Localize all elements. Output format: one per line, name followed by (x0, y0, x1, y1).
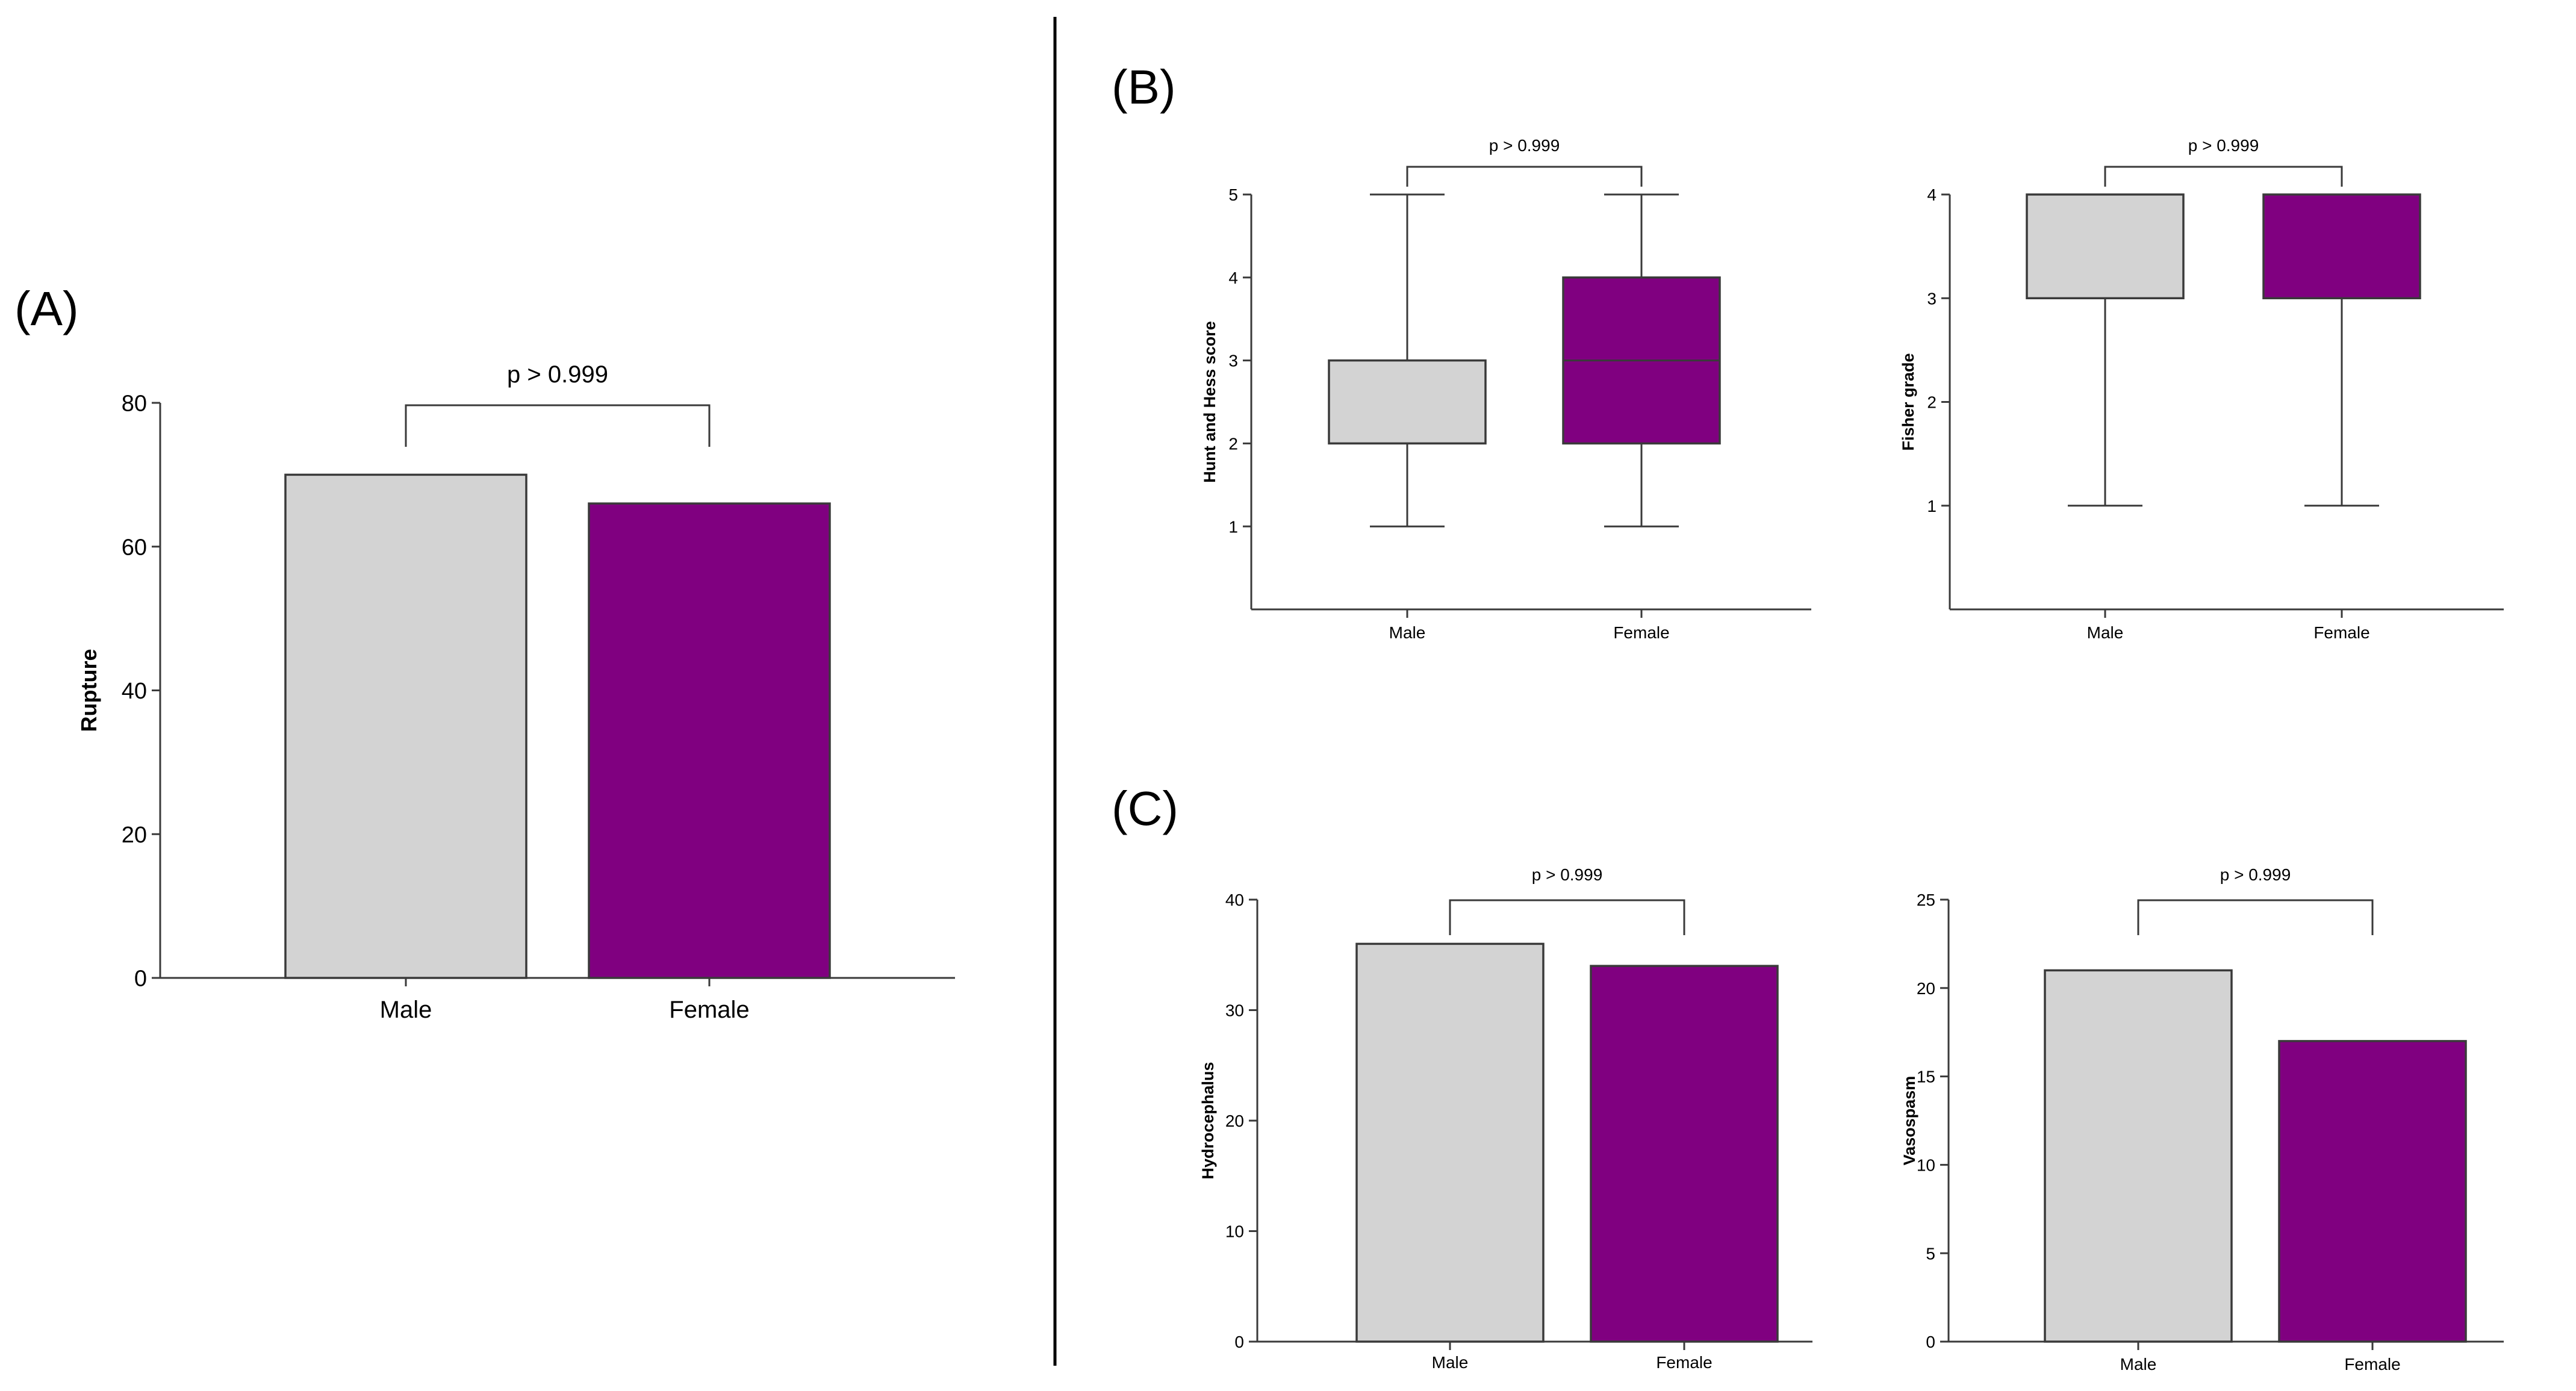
box-male (2026, 193, 2185, 299)
p-value-annotation: p > 0.999 (2220, 865, 2291, 884)
y-tick-label: 1 (1927, 497, 1937, 515)
y-tick-label: 2 (1927, 393, 1937, 412)
bar-male (284, 473, 527, 979)
y-tick-label: 15 (1917, 1068, 1935, 1086)
x-tick-label-female: Female (1656, 1353, 1712, 1372)
significance-bracket (2137, 899, 2374, 935)
y-tick-label: 4 (1228, 269, 1238, 287)
y-tick-label: 3 (1927, 289, 1937, 308)
significance-bracket (405, 404, 711, 447)
y-tick-label: 25 (1917, 891, 1935, 909)
y-axis-label: Hydrocephalus (1199, 1062, 1217, 1179)
y-tick-label: 5 (1228, 185, 1238, 204)
y-tick-label: 10 (1917, 1156, 1935, 1174)
bar-female (588, 502, 831, 979)
bar-male (2044, 969, 2233, 1343)
chart-hydrocephalus: 0 10 20 30 40 Male Female Hydrocephalus p > 0.99… (1199, 865, 1812, 1372)
y-tick-label: 20 (122, 823, 147, 848)
box-female (2262, 193, 2421, 299)
x-tick-label-male: Male (1389, 623, 1426, 642)
y-tick-label: 40 (122, 679, 147, 704)
x-tick-label-male: Male (2087, 623, 2124, 642)
y-tick-label: 20 (1225, 1112, 1244, 1130)
y-tick-label: 1 (1228, 517, 1238, 536)
y-tick-label: 30 (1225, 1001, 1244, 1020)
y-axis-label: Vasospasm (1900, 1076, 1918, 1166)
y-tick-label: 2 (1228, 434, 1238, 453)
chart-fisher-grade: 1 2 3 4 Male Female Fisher grade p > 0.999 (1899, 136, 2504, 642)
chart-vasospasm: 0 5 10 15 20 25 Male Female Vasospasm p > 0.999 (1900, 865, 2504, 1374)
x-tick-label-female: Female (1613, 623, 1669, 642)
bar-female (1590, 965, 1779, 1343)
significance-bracket (1449, 899, 1685, 935)
y-tick-label: 4 (1927, 185, 1937, 204)
y-tick-label: 40 (1225, 891, 1244, 909)
x-tick-label-female: Female (2344, 1355, 2400, 1374)
x-tick-label-male: Male (1432, 1353, 1469, 1372)
y-tick-label: 0 (1926, 1333, 1935, 1351)
y-tick-label: 10 (1225, 1222, 1244, 1241)
panel-label-b: (B) (1112, 60, 1176, 114)
chart-hunt-hess: 1 2 3 4 5 Male Female Hunt and Hess score p > 0.… (1201, 136, 1811, 642)
significance-bracket (1406, 166, 1643, 187)
x-tick-label-female: Female (2313, 623, 2369, 642)
y-tick-label: 20 (1917, 979, 1935, 998)
panel-label-a: (A) (14, 282, 79, 335)
x-tick-label-male: Male (2120, 1355, 2157, 1374)
y-tick-label: 3 (1228, 352, 1238, 370)
y-axis-label: Fisher grade (1899, 353, 1917, 450)
x-tick-label-female: Female (669, 997, 749, 1023)
p-value-annotation: p > 0.999 (1489, 136, 1560, 155)
y-axis-label: Hunt and Hess score (1201, 321, 1219, 483)
significance-bracket (2104, 166, 2343, 187)
chart-rupture: 0 20 40 60 80 Male Female Rupture p > 0.999 (76, 361, 955, 1023)
bar-female (2278, 1040, 2467, 1343)
y-tick-label: 60 (122, 535, 147, 560)
p-value-annotation: p > 0.999 (507, 361, 608, 388)
y-tick-label: 5 (1926, 1244, 1935, 1263)
p-value-annotation: p > 0.999 (1532, 865, 1603, 884)
box-male (1328, 359, 1487, 445)
panel-label-c: (C) (1112, 782, 1178, 835)
y-axis-label: Rupture (76, 649, 101, 732)
x-tick-label-male: Male (380, 997, 432, 1023)
y-tick-label: 0 (1234, 1333, 1244, 1351)
y-tick-label: 80 (122, 391, 147, 417)
bar-male (1355, 942, 1545, 1343)
p-value-annotation: p > 0.999 (2188, 136, 2259, 155)
y-tick-label: 0 (134, 966, 147, 992)
